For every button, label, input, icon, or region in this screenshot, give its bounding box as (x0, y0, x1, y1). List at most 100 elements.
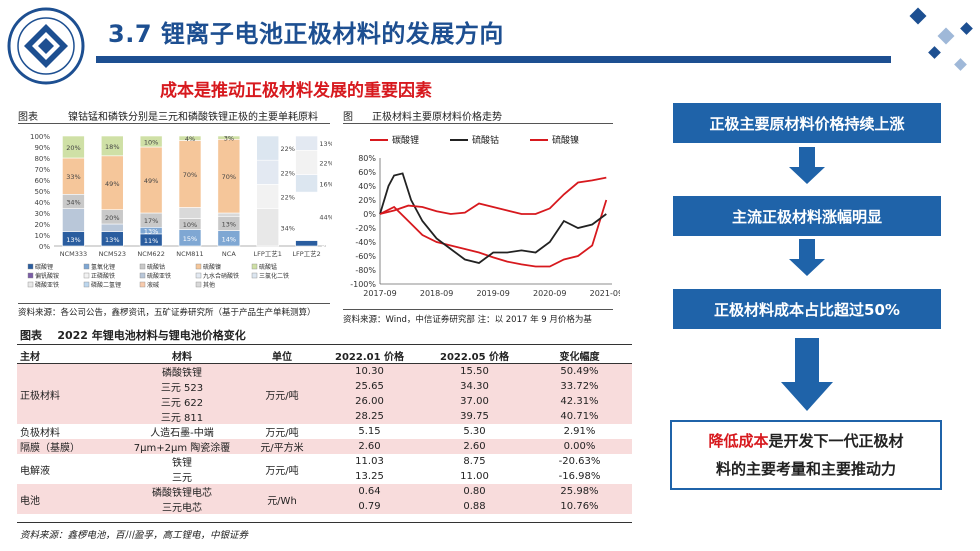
flow-box-cost-share: 正极材料成本占比超过50% (673, 289, 941, 329)
table-cell: 万元/吨 (265, 465, 299, 477)
data-label: 44% (319, 213, 332, 221)
conclusion-line-2: 料的主要考量和主要推动力 (715, 460, 896, 478)
legend-label: 硫酸锰 (259, 263, 277, 271)
right-chart-caption: 正极材料主要原材料价格走势 (372, 112, 502, 123)
table-cell: 0.64 (317, 484, 422, 499)
y-tick-label: 30% (34, 210, 50, 218)
y-tick-label: 70% (34, 166, 50, 174)
legend-swatch (27, 281, 34, 288)
legend-swatch (83, 263, 90, 270)
conclusion-line-1: 降低成本是开发下一代正极材 (708, 427, 903, 455)
series-line (379, 176, 607, 215)
decor-diamond (954, 58, 967, 71)
legend-swatch (251, 272, 258, 279)
bar-segment (295, 191, 318, 241)
data-label: 49% (144, 177, 158, 185)
data-label: 22% (280, 145, 294, 153)
data-label: 18% (105, 143, 119, 151)
y-tick-label: 90% (34, 144, 50, 152)
data-label: 34% (280, 224, 294, 232)
table-cell: 0.80 (422, 484, 527, 499)
y-tick-label: 60% (358, 168, 376, 177)
legend-swatch (195, 263, 202, 270)
legend-swatch (27, 272, 34, 279)
y-tick-label: -40% (355, 238, 376, 247)
legend-label: 硫酸亚铁 (147, 272, 171, 280)
table-source: 资料来源：鑫椤电池，百川盈孚，高工锂电，中银证券 (20, 530, 249, 541)
slide-subtitle: 成本是推动正极材料发展的重要因素 (160, 81, 432, 101)
table-row: 三元电芯 0.79 0.88 10.76% (17, 499, 632, 514)
data-label: 22% (280, 194, 294, 202)
legend-label: 硫酸钴 (472, 134, 499, 146)
y-tick-label: 50% (34, 188, 50, 196)
table-cell: 隔膜（基膜） (17, 439, 117, 454)
title-underline (96, 56, 891, 63)
y-tick-label: 80% (358, 154, 376, 163)
table-cell: 0.88 (422, 499, 527, 514)
table-cell: 42.31% (527, 394, 632, 409)
data-label: 70% (222, 173, 236, 181)
table-header-cell: 材料 (117, 348, 247, 364)
x-tick-label: NCM811 (176, 250, 203, 258)
table-row: 三元 523 25.65 34.30 33.72% (17, 379, 632, 394)
decor-diamond (928, 46, 941, 59)
table-cell: 磷酸铁锂 (117, 363, 247, 379)
table-cell: 28.25 (317, 409, 422, 424)
legend-label: 硫酸镍 (203, 263, 221, 271)
table-cell: 40.71% (527, 409, 632, 424)
data-label: 11% (144, 237, 158, 245)
data-label: 49% (105, 180, 119, 188)
y-tick-label: -60% (355, 252, 376, 261)
x-tick-label: NCA (222, 250, 236, 258)
bar-segment (178, 135, 202, 141)
right-chart-source: 资料来源：Wind，中信证券研究部 注：以 2017 年 9 月价格为基 (343, 315, 592, 325)
y-tick-label: 0% (39, 243, 50, 251)
data-label: 13% (319, 140, 332, 148)
legend-label: 硫酸钴 (147, 263, 165, 271)
y-tick-label: 40% (358, 182, 376, 191)
left-chart-fig-label: 图表 (18, 112, 38, 123)
data-label: 4% (185, 135, 195, 143)
table-cell: -20.63% (558, 456, 601, 467)
table-row: 三元 811 28.25 39.75 40.71% (17, 409, 632, 424)
table-cell: 37.00 (422, 394, 527, 409)
data-label: 22% (280, 169, 294, 177)
table-cell: 11.00 (460, 471, 489, 482)
table-cell: 25.65 (317, 379, 422, 394)
x-tick-label: 2020-09 (533, 289, 566, 298)
table-row: 正极材料 磷酸铁锂 万元/吨 10.30 15.50 50.49% (17, 363, 632, 424)
down-arrow-icon (781, 338, 833, 411)
left-chart-source: 资料来源：各公司公告，鑫椤资讯，五矿证券研究所（基于产品生产单耗测算） (18, 308, 316, 318)
table-cell: 5.30 (463, 426, 486, 437)
table-cell: 13.25 (355, 471, 384, 482)
data-label: 20% (66, 144, 80, 152)
table-cell: 2.60 (317, 439, 422, 454)
left-chart-source-rule (18, 303, 330, 304)
table-row: 电池 磷酸铁锂电芯 元/Wh 0.64 0.80 25.98% (17, 484, 632, 514)
table-cell: 元/Wh (247, 484, 317, 514)
data-label: 15% (183, 235, 197, 243)
legend-swatch (139, 272, 146, 279)
table-cell: 10.76% (527, 499, 632, 514)
x-tick-label: 2019-09 (476, 289, 509, 298)
stacked-bar-chart: 0% 10% 20% 30% 40% 50% 60% 70% 80% 90% 100% NCM333 N… (27, 133, 332, 289)
legend-label: 硫酸镍 (552, 134, 579, 146)
y-tick-label: 100% (30, 133, 50, 141)
table-cell: 25.98% (527, 484, 632, 499)
table-cell: -16.98% (558, 471, 601, 482)
table-cell: 三元 523 (117, 379, 247, 394)
table-cell: 26.00 (317, 394, 422, 409)
legend-swatch (27, 263, 34, 270)
legend-swatch (195, 272, 202, 279)
data-label: 13% (222, 220, 236, 228)
data-label: 33% (66, 173, 80, 181)
left-chart-rule (18, 123, 330, 124)
y-tick-label: 0% (363, 210, 376, 219)
bar-segment (100, 223, 124, 232)
x-tick-label: NCM523 (99, 250, 126, 258)
data-label: 16% (319, 180, 332, 188)
x-tick-label: NCM333 (60, 250, 87, 258)
table-cell: 50.49% (527, 363, 632, 379)
conclusion-box: 降低成本是开发下一代正极材 料的主要考量和主要推动力 (670, 420, 942, 490)
